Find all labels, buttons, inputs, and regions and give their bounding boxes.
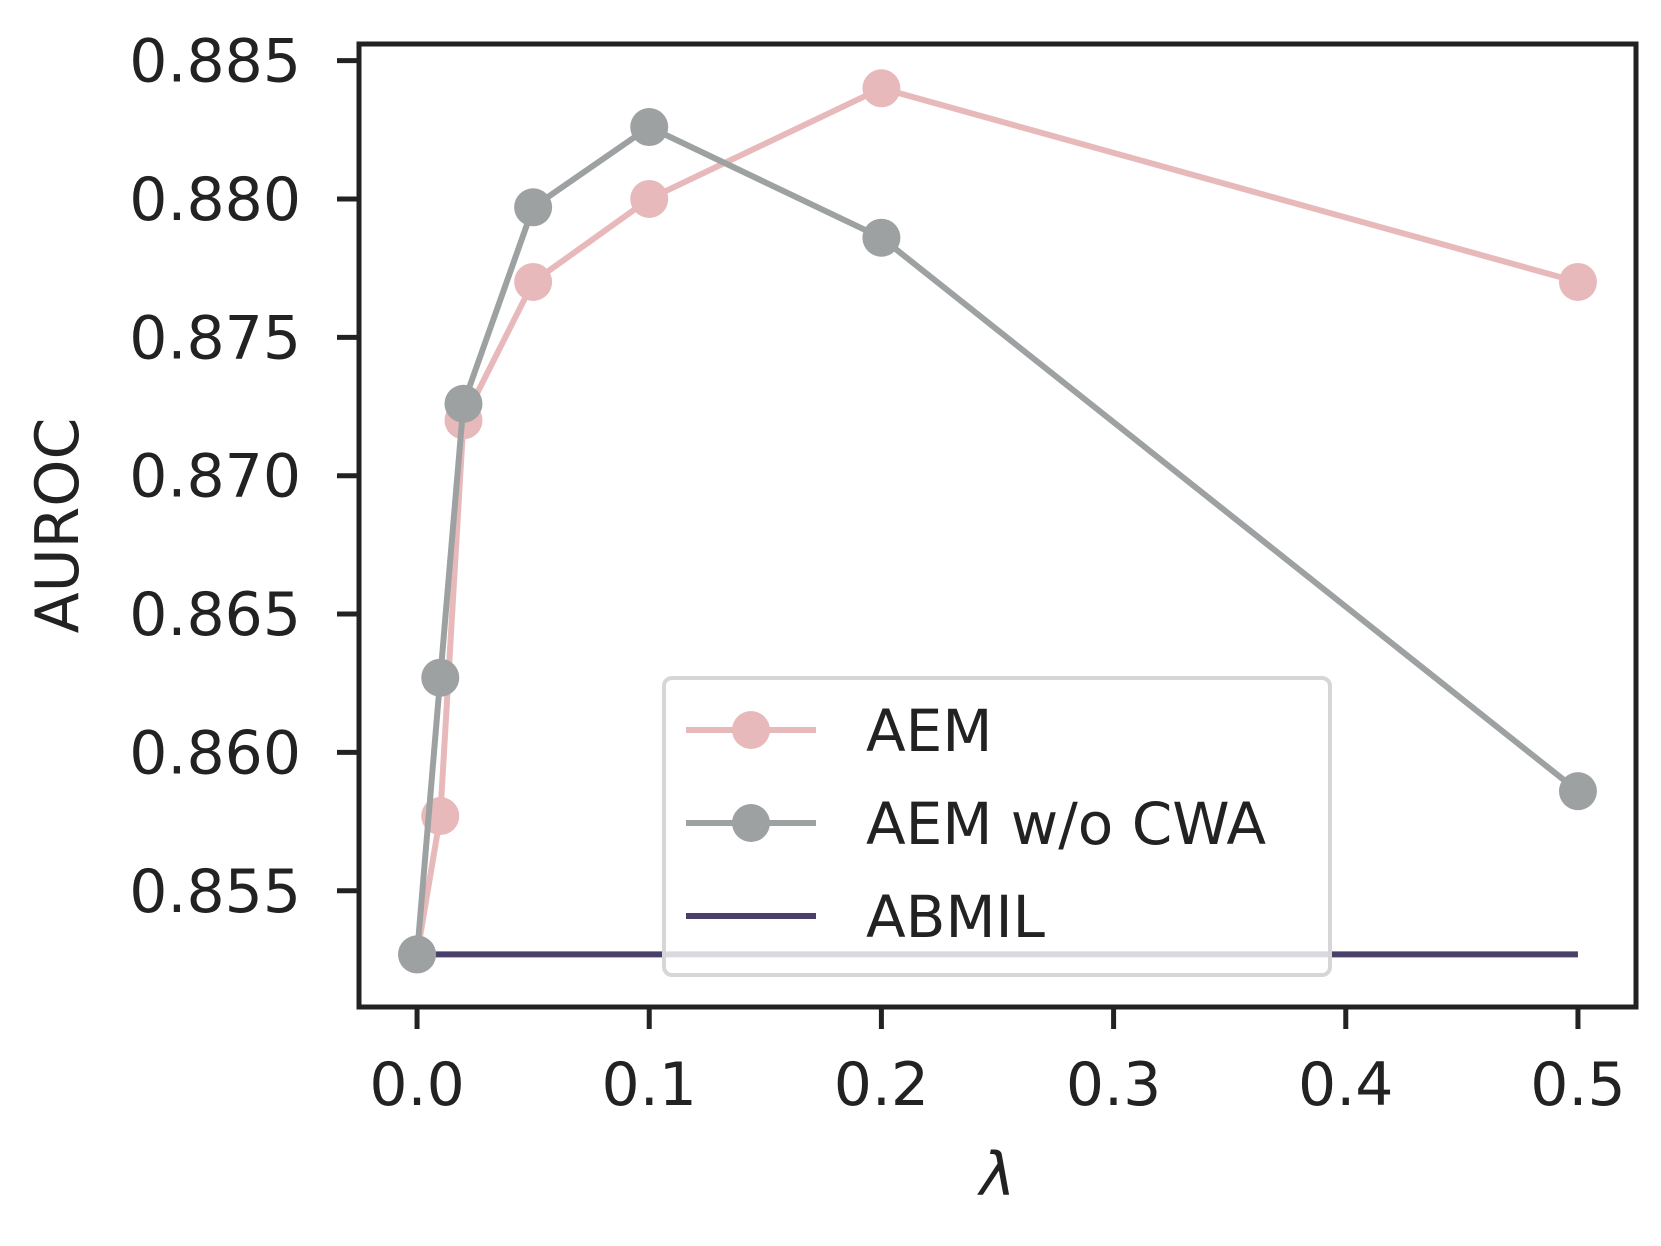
y-tick-label: 0.855 xyxy=(129,857,301,927)
y-tick-label: 0.870 xyxy=(129,442,301,512)
data-point-aem-w-o-cwa xyxy=(398,935,437,974)
data-point-aem-w-o-cwa xyxy=(862,218,901,257)
y-tick-label: 0.885 xyxy=(129,27,301,97)
plot-frame xyxy=(356,41,1639,1010)
data-point-aem-w-o-cwa xyxy=(444,384,483,423)
x-tick-label: 0.0 xyxy=(369,1050,464,1120)
y-tick-label: 0.875 xyxy=(129,303,301,373)
y-tick-label: 0.880 xyxy=(129,165,301,235)
legend-label-aem: AEM xyxy=(866,697,992,765)
x-tick-label: 0.5 xyxy=(1530,1050,1625,1120)
legend-label-aem-w-o-cwa: AEM w/o CWA xyxy=(866,790,1266,858)
data-point-aem xyxy=(862,69,901,108)
x-axis: 0.0 0.1 0.2 0.3 0.4 0.5 xyxy=(369,1007,1626,1120)
legend-box xyxy=(662,676,1332,977)
y-axis: 0.855 0.860 0.865 0.870 0.875 0.880 0.885 xyxy=(129,27,359,927)
y-tick-label: 0.865 xyxy=(129,580,301,650)
data-point-aem xyxy=(1558,262,1597,301)
legend: AEM AEM w/o CWA ABMIL xyxy=(662,676,1332,977)
data-point-aem xyxy=(630,179,669,218)
x-tick-label: 0.3 xyxy=(1066,1050,1161,1120)
data-point-aem xyxy=(514,262,553,301)
data-point-aem-w-o-cwa xyxy=(421,658,460,697)
x-axis-title: λ xyxy=(977,1140,1016,1210)
legend-label-abmil: ABMIL xyxy=(866,883,1045,951)
y-axis-title: AUROC xyxy=(23,418,93,634)
x-tick-label: 0.2 xyxy=(834,1050,929,1120)
x-tick-label: 0.4 xyxy=(1298,1050,1393,1120)
legend-marker-aem-w-o-cwa xyxy=(732,804,770,842)
data-point-aem-w-o-cwa xyxy=(630,108,669,147)
data-point-aem-w-o-cwa xyxy=(514,188,553,227)
legend-marker-aem xyxy=(732,711,770,749)
y-tick-label: 0.860 xyxy=(129,718,301,788)
x-tick-label: 0.1 xyxy=(602,1050,697,1120)
data-point-aem-w-o-cwa xyxy=(1558,772,1597,811)
